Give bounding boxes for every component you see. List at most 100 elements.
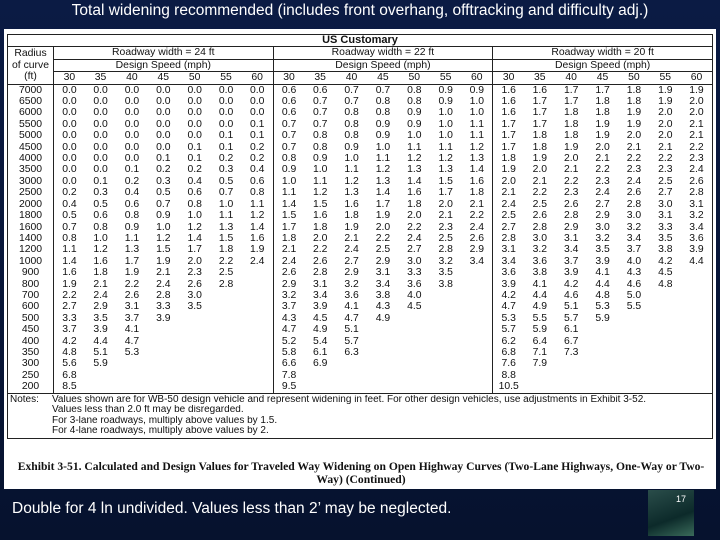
cell: 7.9 — [532, 358, 548, 370]
cell: 2.1 — [93, 278, 108, 290]
cell: 1.6 — [492, 84, 525, 97]
cell: 1.9 — [658, 84, 673, 96]
cell: 4.4 — [532, 289, 548, 301]
notes-row: Notes: Values shown are for WB-50 design … — [7, 392, 713, 439]
cell: 0.5 — [156, 187, 171, 199]
cell: 6.8 — [52, 369, 85, 382]
cell: 0.0 — [156, 107, 171, 119]
cell: 2.8 — [626, 198, 642, 210]
data-row: 1000 1.4 1.6 1.7 1.9 2.0 2.2 2.4 2.4 2.6 2.7 2.9 3.0… — [8, 255, 713, 268]
cell: 2.0 — [658, 118, 673, 130]
cell — [242, 301, 273, 312]
note: For 3-lane roadways, multiply above valu… — [52, 415, 278, 426]
note: For 4-lane roadways, multiply above valu… — [52, 426, 269, 437]
cell: 1.0 — [375, 141, 391, 153]
cell: 0.8 — [249, 187, 265, 199]
cell: 1.8 — [595, 96, 610, 108]
cell: 1.2 — [93, 244, 108, 256]
cell: 4.6 — [563, 289, 579, 301]
cell: 2.0 — [407, 210, 422, 222]
radius: 3000 — [18, 175, 43, 187]
cell: 2.2 — [658, 153, 673, 165]
cell: 4.5 — [407, 301, 422, 313]
cell — [242, 370, 273, 381]
cell: 3.1 — [689, 198, 704, 210]
cell — [681, 279, 713, 290]
cell: 1.7 — [595, 84, 610, 96]
cell: 5.8 — [272, 346, 305, 359]
cell: 1.7 — [532, 118, 548, 130]
cell — [587, 381, 618, 393]
cell: 0.4 — [124, 187, 140, 199]
cell: 3.7 — [563, 255, 579, 267]
cell — [242, 358, 273, 369]
group-width: Roadway width = 24 ft — [53, 46, 274, 60]
cell: 0.6 — [124, 198, 140, 210]
cell: 3.6 — [344, 289, 359, 301]
cell — [367, 358, 398, 369]
data-row: 250 6.8 7.8 8.8 — [8, 369, 713, 382]
cell: 4.2 — [52, 335, 85, 347]
cell: 1.5 — [312, 198, 328, 210]
cell — [399, 324, 430, 335]
cell: 0.9 — [312, 153, 328, 165]
cell: 2.4 — [469, 221, 485, 233]
cell: 0.0 — [124, 141, 140, 153]
cell: 1.6 — [407, 187, 422, 199]
radius: 6500 — [18, 96, 43, 108]
cell — [587, 347, 618, 358]
cell — [430, 347, 461, 358]
cell: 2.1 — [438, 210, 453, 222]
cell — [242, 313, 273, 324]
cell: 1.7 — [563, 96, 579, 108]
cell: 1.7 — [563, 84, 579, 96]
group-speed: Design Speed (mph) — [272, 59, 493, 73]
cell: 1.3 — [344, 187, 359, 199]
cell: 3.2 — [595, 232, 610, 244]
cell: 2.0 — [658, 107, 673, 119]
cell: 2.8 — [438, 244, 453, 256]
cell — [650, 324, 681, 335]
cell — [399, 370, 430, 381]
cell: 5.9 — [532, 324, 548, 336]
cell: 1.5 — [218, 232, 234, 244]
cell: 0.7 — [272, 118, 305, 131]
cell — [430, 313, 461, 324]
cell: 1.9 — [52, 278, 85, 290]
cell: 3.2 — [689, 210, 704, 222]
cell — [399, 313, 430, 324]
cell: 0.9 — [407, 118, 422, 130]
cell: 1.0 — [187, 210, 202, 222]
cell: 0.7 — [344, 96, 359, 108]
cell: 5.7 — [492, 324, 525, 336]
cell: 0.1 — [249, 130, 265, 142]
cell: 1.9 — [124, 267, 140, 279]
cell — [148, 370, 179, 381]
cell: 1.6 — [344, 198, 359, 210]
cell: 1.8 — [532, 130, 548, 142]
cell: 3.5 — [187, 301, 202, 313]
cell: 1.3 — [469, 153, 485, 165]
cell — [430, 290, 461, 301]
cell: 2.9 — [595, 210, 610, 222]
cell: 0.0 — [218, 107, 234, 119]
cell — [399, 381, 430, 393]
cell: 1.0 — [438, 107, 453, 119]
cell: 3.7 — [272, 301, 305, 313]
cell: 2.1 — [492, 187, 525, 199]
cell: 1.7 — [272, 221, 305, 233]
cell: 2.0 — [689, 96, 704, 108]
cell — [367, 370, 398, 381]
cell: 0.0 — [52, 118, 85, 131]
cell: 2.4 — [492, 198, 525, 211]
cell: 2.1 — [532, 175, 548, 187]
speed: 60 — [461, 71, 493, 85]
cell: 4.8 — [52, 346, 85, 359]
speed: 35 — [84, 71, 117, 85]
cell: 4.1 — [595, 267, 610, 279]
cell: 4.7 — [492, 301, 525, 313]
cell: 2.1 — [689, 130, 704, 142]
cell: 3.4 — [469, 255, 485, 267]
cell: 2.2 — [52, 289, 85, 302]
cell: 0.0 — [52, 141, 85, 154]
